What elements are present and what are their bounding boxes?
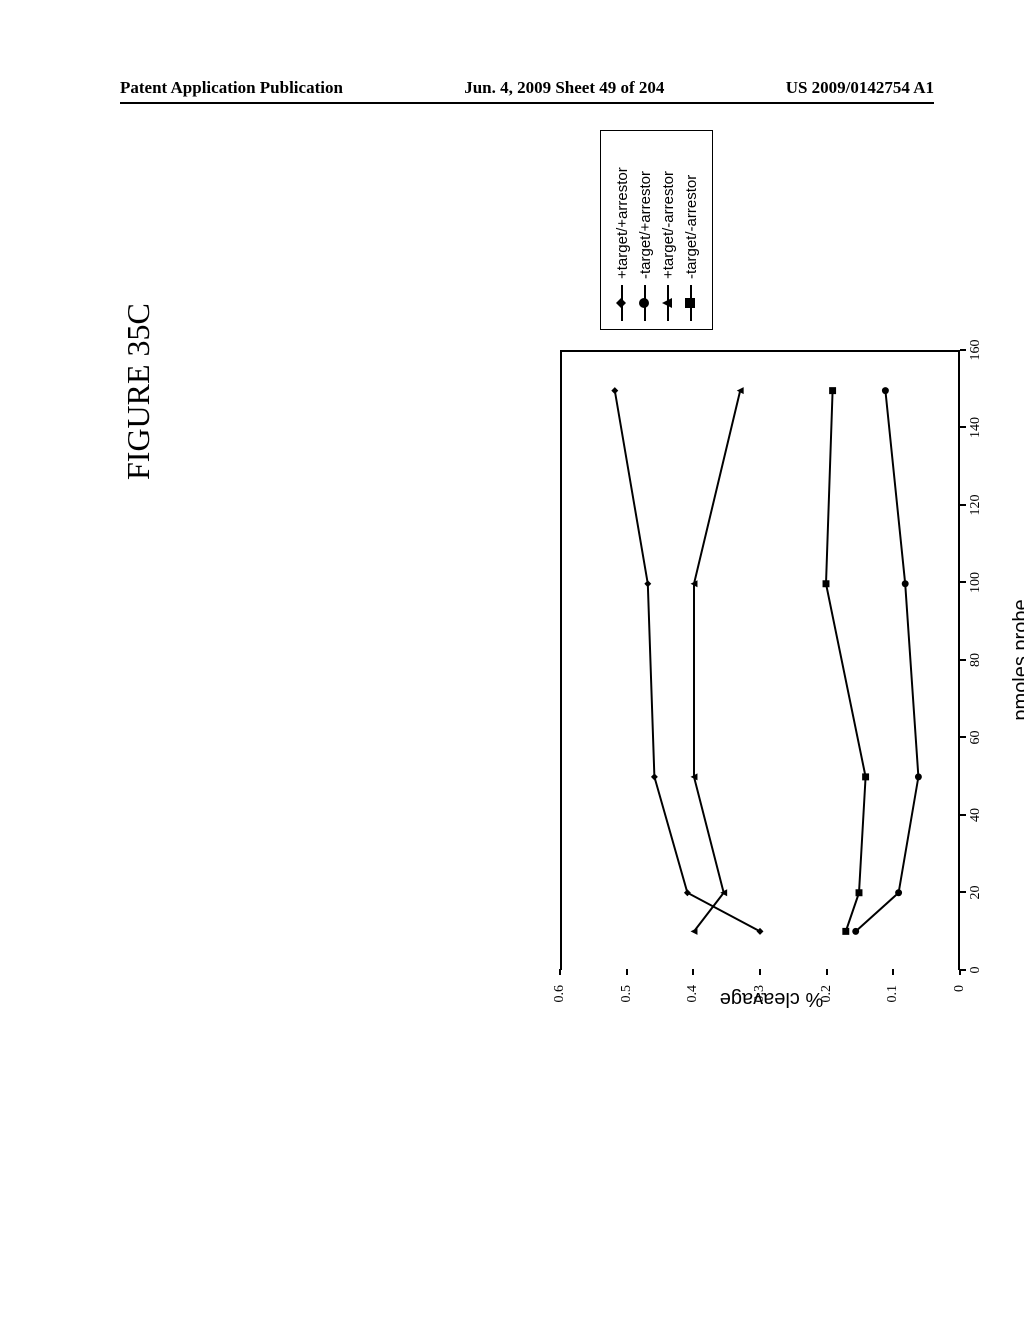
legend: +target/+arrestor -target/+arrestor +targe… [600, 130, 713, 330]
x-tick-mark [960, 504, 966, 506]
y-tick-label: 0.4 [685, 985, 701, 1003]
header-left: Patent Application Publication [120, 78, 343, 98]
x-tick-label: 140 [968, 417, 984, 438]
figure-label: FIGURE 35C [120, 303, 157, 480]
x-tick-label: 160 [968, 340, 984, 361]
x-tick-mark [960, 349, 966, 351]
y-tick-label: 0.1 [885, 985, 901, 1003]
legend-marker [636, 285, 654, 321]
x-tick-mark [960, 659, 966, 661]
legend-label: +target/-arrestor [660, 171, 677, 279]
x-tick-mark [960, 737, 966, 739]
x-tick-mark [960, 969, 966, 971]
series-svg [562, 352, 958, 970]
y-tick-mark [759, 969, 761, 975]
legend-label: +target/+arrestor [614, 167, 631, 279]
x-tick-mark [960, 892, 966, 894]
x-ticks: 020406080100120140160 [960, 350, 990, 970]
y-tick-label: 0 [952, 985, 968, 992]
y-tick-mark [826, 969, 828, 975]
legend-marker [682, 285, 700, 321]
patent-header: Patent Application Publication Jun. 4, 2… [120, 78, 934, 104]
legend-row: -target/+arrestor [635, 139, 655, 321]
legend-label: -target/+arrestor [637, 171, 654, 279]
x-tick-mark [960, 814, 966, 816]
legend-row: +target/-arrestor [658, 139, 678, 321]
plot-area [560, 350, 960, 970]
x-tick-label: 60 [968, 731, 984, 745]
legend-row: -target/-arrestor [681, 139, 701, 321]
y-tick-label: 0.6 [552, 985, 568, 1003]
x-tick-label: 40 [968, 808, 984, 822]
figure-panel: FIGURE 35C 00.10.20.30.40.50.6 020406080… [80, 180, 940, 1240]
x-tick-label: 20 [968, 886, 984, 900]
legend-marker [613, 285, 631, 321]
y-tick-mark [892, 969, 894, 975]
y-axis-title: % cleavage [720, 987, 823, 1010]
legend-marker [659, 285, 677, 321]
chart: 00.10.20.30.40.50.6 02040608010012014016… [540, 290, 1024, 1030]
x-tick-label: 80 [968, 653, 984, 667]
y-tick-label: 0.5 [619, 985, 635, 1003]
y-tick-mark [626, 969, 628, 975]
legend-row: +target/+arrestor [612, 139, 632, 321]
y-tick-mark [692, 969, 694, 975]
x-tick-label: 100 [968, 572, 984, 593]
x-tick-label: 120 [968, 495, 984, 516]
header-center: Jun. 4, 2009 Sheet 49 of 204 [464, 78, 664, 98]
x-tick-mark [960, 427, 966, 429]
x-tick-mark [960, 582, 966, 584]
y-tick-mark [559, 969, 561, 975]
legend-label: -target/-arrestor [683, 175, 700, 279]
x-tick-label: 0 [968, 967, 984, 974]
x-axis-title: pmoles probe [1010, 350, 1024, 970]
header-right: US 2009/0142754 A1 [786, 78, 934, 98]
